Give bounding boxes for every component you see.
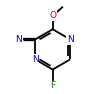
Text: F: F bbox=[50, 81, 55, 90]
Text: N: N bbox=[32, 55, 39, 64]
Text: N: N bbox=[15, 35, 22, 44]
Text: O: O bbox=[49, 11, 56, 20]
Text: N: N bbox=[67, 35, 73, 44]
